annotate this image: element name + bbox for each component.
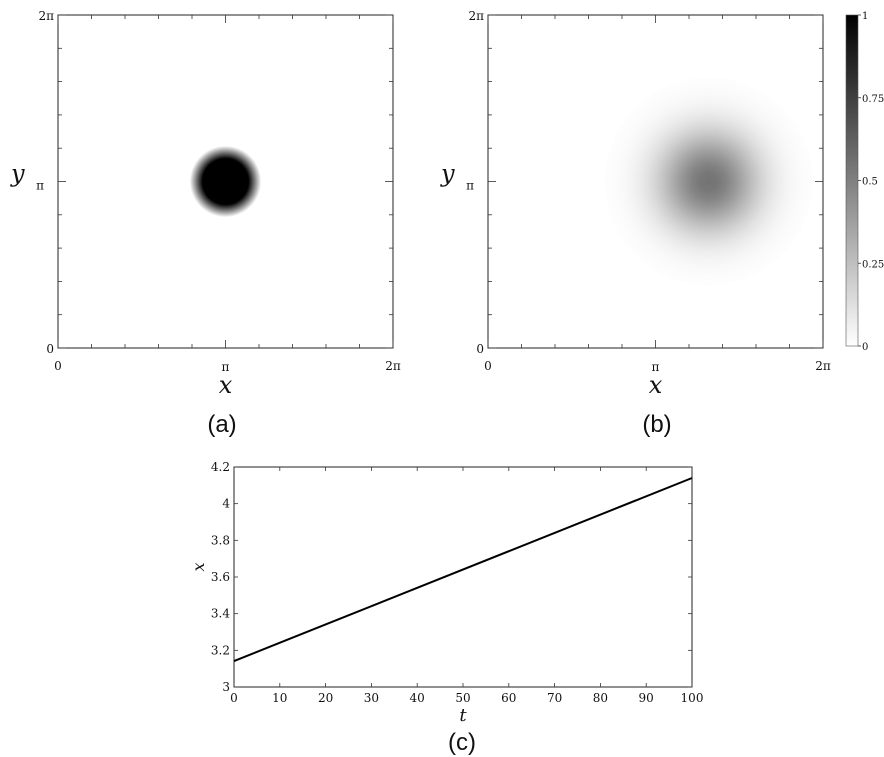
y-tick-label: π xyxy=(36,179,44,193)
panel-c-series xyxy=(233,477,693,662)
y-tick-label: 2π xyxy=(468,9,484,23)
series-line xyxy=(233,477,693,662)
colorbar-tick-label: 1 xyxy=(862,11,868,22)
x-tick-label: 50 xyxy=(455,691,470,705)
x-tick-label: 20 xyxy=(318,691,333,705)
x-tick-label: 0 xyxy=(54,359,62,373)
x-tick-label: 30 xyxy=(364,691,379,705)
y-tick-label: 4.2 xyxy=(211,460,230,474)
colorbar-tick-label: 0.5 xyxy=(862,177,878,188)
y-tick-label: 0 xyxy=(46,342,54,356)
x-tick-label: 90 xyxy=(639,691,654,705)
colorbar-tick-label: 0 xyxy=(862,342,868,353)
panel-b-x-label: x xyxy=(649,371,663,399)
x-tick-label: 100 xyxy=(681,691,704,705)
x-tick-label: 2π xyxy=(385,359,401,373)
colorbar-gradient xyxy=(845,14,859,347)
x-tick-label: 0 xyxy=(484,359,492,373)
panel-b-heatmap: 0 π 2π 0 π 2π x y xyxy=(440,9,831,399)
panel-a-heatmap: 0 π 2π 0 π 2π x y xyxy=(10,9,401,399)
panel-a-blob xyxy=(189,145,262,218)
panel-c-ticks: 0 10 20 30 40 50 60 70 80 90 100 3 3.2 3.4 3.6 3.8 4 4.2 xyxy=(211,460,704,705)
colorbar: 0 0.25 0.5 0.75 1 xyxy=(845,11,884,353)
panel-a-caption: (a) xyxy=(207,411,236,438)
x-tick-label: 10 xyxy=(272,691,287,705)
panel-b-ticks: 0 π 2π 0 π 2π xyxy=(466,9,831,374)
y-tick-label: 2π xyxy=(38,9,54,23)
x-tick-label: 70 xyxy=(547,691,562,705)
panel-a-y-label: y xyxy=(10,160,25,188)
x-tick-label: 80 xyxy=(593,691,608,705)
colorbar-ticks: 0 0.25 0.5 0.75 1 xyxy=(858,11,884,353)
x-tick-label: π xyxy=(652,360,660,374)
y-tick-label: 3 xyxy=(222,680,230,694)
y-tick-label: 3.6 xyxy=(211,570,230,584)
y-tick-label: 3.2 xyxy=(211,643,230,657)
panel-b-y-label: y xyxy=(440,160,455,188)
panel-a-ticks: 0 π 2π 0 π 2π xyxy=(36,9,401,374)
panel-c-y-label: x xyxy=(189,562,208,571)
panel-b-field xyxy=(604,77,813,286)
panel-c-caption: (c) xyxy=(448,729,476,756)
panel-c-line-chart: 0 10 20 30 40 50 60 70 80 90 10033.23.43.63.844.2 … xyxy=(189,460,703,726)
colorbar-tick-label: 0.25 xyxy=(862,259,884,270)
y-tick-label: 3.8 xyxy=(211,533,230,547)
colorbar-tick-label: 0.75 xyxy=(862,94,884,105)
y-tick-label: 4 xyxy=(222,497,230,511)
x-tick-label: π xyxy=(222,360,230,374)
panel-b-blob xyxy=(604,77,813,286)
panel-c-frame xyxy=(233,466,693,688)
x-tick-label: 0 xyxy=(230,691,238,705)
panel-a-field xyxy=(189,145,262,218)
panel-c-x-label: t xyxy=(459,705,467,726)
panel-a-x-label: x xyxy=(219,371,233,399)
y-tick-label: π xyxy=(466,179,474,193)
y-tick-label: 0 xyxy=(476,342,484,356)
x-tick-label: 60 xyxy=(501,691,516,705)
panel-b-caption: (b) xyxy=(642,411,671,438)
x-tick-label: 2π xyxy=(815,359,831,373)
x-tick-label: 40 xyxy=(410,691,425,705)
y-tick-label: 3.4 xyxy=(211,607,230,621)
